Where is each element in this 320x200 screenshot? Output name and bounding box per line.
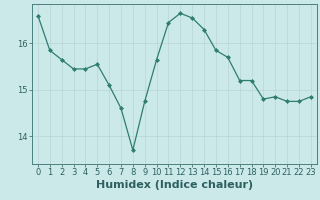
X-axis label: Humidex (Indice chaleur): Humidex (Indice chaleur) xyxy=(96,180,253,190)
